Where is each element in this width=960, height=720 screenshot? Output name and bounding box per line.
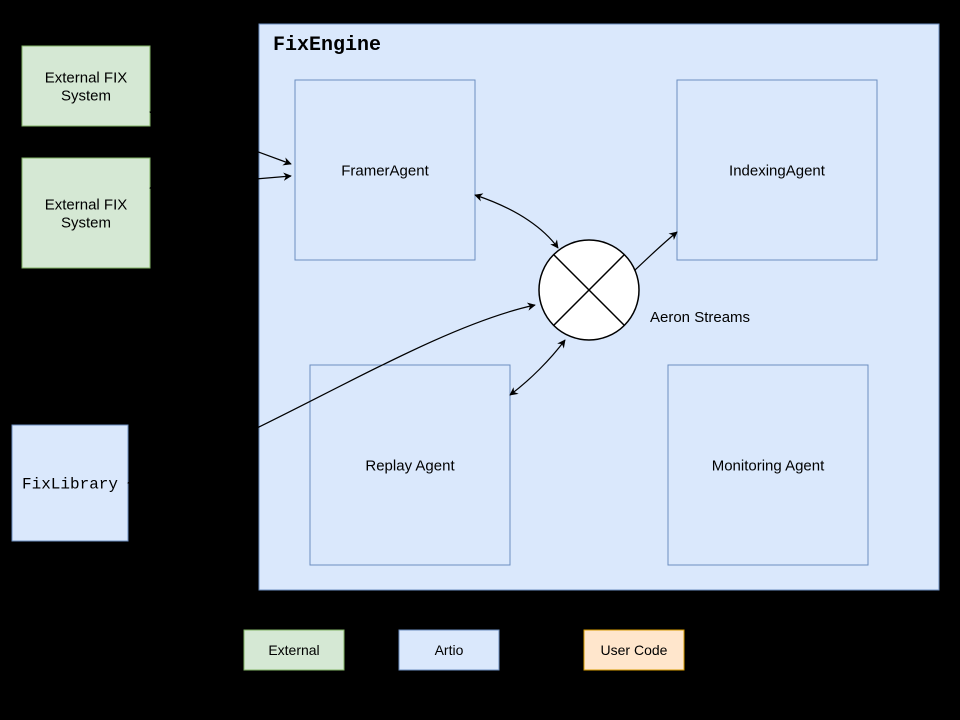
replay-label: Replay Agent	[365, 457, 455, 474]
monitor-label: Monitoring Agent	[712, 457, 825, 474]
framer-label: FramerAgent	[341, 162, 429, 179]
legend-0-label: External	[268, 642, 319, 658]
aeron-hub-label: Aeron Streams	[650, 309, 750, 326]
index-label: IndexingAgent	[729, 162, 826, 179]
legend-2-label: User Code	[601, 642, 668, 658]
legend-1-label: Artio	[435, 642, 464, 658]
fixengine-title: FixEngine	[273, 34, 381, 57]
fixlib-label: FixLibrary	[22, 476, 118, 494]
